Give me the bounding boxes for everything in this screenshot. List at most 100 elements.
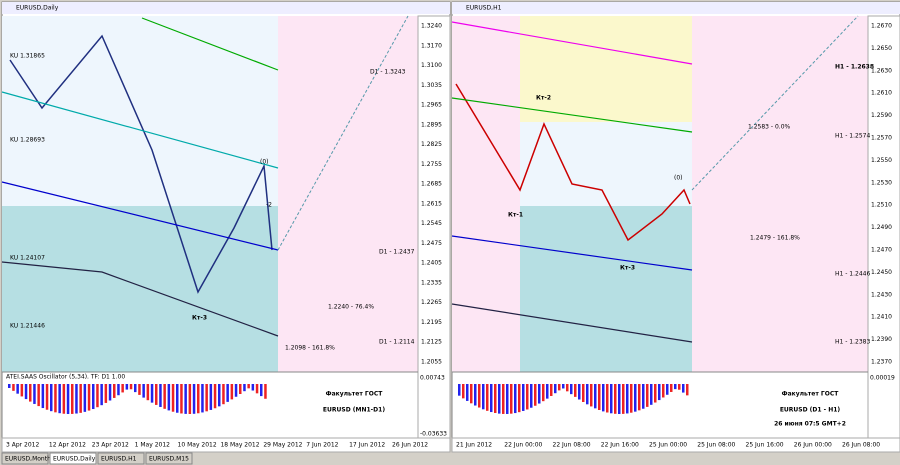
osc-bar: [646, 384, 649, 407]
price-label: 1.2965: [421, 102, 442, 109]
osc-bar: [514, 384, 517, 414]
osc-bar: [470, 384, 473, 404]
date-axis: [451, 437, 900, 453]
osc-bar: [542, 384, 545, 402]
osc-bar: [670, 384, 673, 392]
osc-bar: [630, 384, 633, 413]
osc-bar: [75, 384, 78, 414]
tab-label[interactable]: EURUSD,M15: [149, 456, 189, 463]
osc-bar: [586, 384, 589, 405]
osc-bar: [92, 384, 95, 410]
osc-bar: [201, 384, 204, 413]
osc-bar: [62, 384, 66, 414]
osc-bar: [50, 384, 53, 412]
price-label: 1.2650: [871, 45, 892, 52]
moving-average: [1, 261, 279, 337]
tab-label[interactable]: EURUSD,Monthly: [5, 456, 57, 463]
caption: Факультет ГОСТ: [782, 391, 840, 398]
price-label: 1.2335: [421, 279, 442, 286]
osc-bar: [554, 384, 557, 394]
date-label: 26 Jun 2012: [392, 442, 428, 449]
tab[interactable]: [145, 452, 193, 465]
osc-bar: [251, 384, 255, 391]
price-label: 1.2055: [421, 359, 442, 366]
osc-bar: [171, 384, 175, 412]
annotation: 1.2240 - 76.4%: [328, 304, 374, 311]
tab[interactable]: [1, 452, 49, 465]
annotation: (0): [674, 175, 683, 182]
osc-bar: [108, 384, 112, 401]
caption: EURUSD (MN1-D1): [323, 407, 385, 414]
tab-label[interactable]: EURUSD,H1: [101, 456, 137, 463]
osc-bar: [247, 384, 250, 389]
annotation: 1.2583 - 0.0%: [748, 124, 791, 131]
price-line: [9, 34, 273, 294]
osc-bar: [578, 384, 581, 400]
osc-bar: [163, 384, 166, 409]
annotation: KU 1.28693: [10, 137, 45, 144]
osc-bar: [104, 384, 108, 403]
osc-bar: [590, 384, 593, 407]
osc-bar: [566, 384, 569, 392]
osc-bar: [33, 384, 36, 404]
date-label: 23 Apr 2012: [92, 442, 129, 449]
osc-bar: [150, 384, 154, 403]
osc-bar: [234, 384, 238, 397]
date-label: 22 Jun 00:00: [504, 442, 542, 449]
osc-bar: [121, 384, 124, 393]
osc-bar: [230, 384, 234, 400]
annotation: H1 - 1.2446: [835, 271, 870, 278]
osc-bar: [184, 384, 187, 414]
price-label: 1.2610: [871, 90, 892, 97]
osc-bar: [37, 384, 40, 407]
price-label: 1.2450: [871, 269, 892, 276]
osc-bar: [574, 384, 577, 397]
osc-bar: [582, 384, 585, 402]
annotation: H1 - 1.2638: [835, 64, 874, 71]
osc-bar: [16, 384, 19, 394]
window-title: EURUSD,H1: [466, 5, 502, 12]
osc-bar: [264, 384, 267, 399]
date-label: 17 Jun 2012: [349, 442, 385, 449]
osc-bar: [634, 384, 637, 412]
price-label: 1.2195: [421, 319, 442, 326]
zone: [520, 206, 692, 372]
osc-bar: [58, 384, 61, 414]
osc-bar: [155, 384, 158, 405]
tab-label[interactable]: EURUSD,Daily: [53, 456, 96, 463]
osc-bar: [113, 384, 116, 398]
osc-bar: [490, 384, 493, 413]
price-label: 1.2405: [421, 260, 442, 267]
osc-bar: [96, 384, 99, 408]
osc-bar: [192, 384, 196, 414]
osc-label: 0.00743: [420, 375, 445, 382]
date-label: 26 Jun 00:00: [794, 442, 832, 449]
tab[interactable]: [49, 452, 97, 465]
osc-bar: [674, 384, 677, 390]
annotation: KU 1.24107: [10, 255, 45, 262]
title-bar: [452, 2, 900, 14]
tab[interactable]: [97, 452, 145, 465]
osc-bar: [176, 384, 179, 413]
price-label: 1.2895: [421, 121, 442, 128]
date-label: 7 Jun 2012: [306, 442, 338, 449]
price-label: 1.2825: [421, 141, 442, 148]
osc-bar: [226, 384, 229, 402]
osc-bar: [538, 384, 541, 404]
price-axis: [867, 15, 900, 439]
price-label: 1.2430: [871, 291, 892, 298]
osc-bar: [213, 384, 217, 409]
date-label: 3 Apr 2012: [6, 442, 39, 449]
osc-bar: [79, 384, 82, 413]
osc-bar: [8, 384, 11, 388]
annotation: Кт-2: [536, 95, 551, 102]
price-label: 1.2510: [871, 202, 892, 209]
osc-bar: [534, 384, 537, 406]
annotation: (0): [260, 159, 269, 166]
osc-bar: [486, 384, 489, 411]
osc-bar: [478, 384, 481, 408]
osc-bar: [180, 384, 183, 414]
osc-bar: [638, 384, 641, 411]
osc-bar: [129, 384, 133, 390]
